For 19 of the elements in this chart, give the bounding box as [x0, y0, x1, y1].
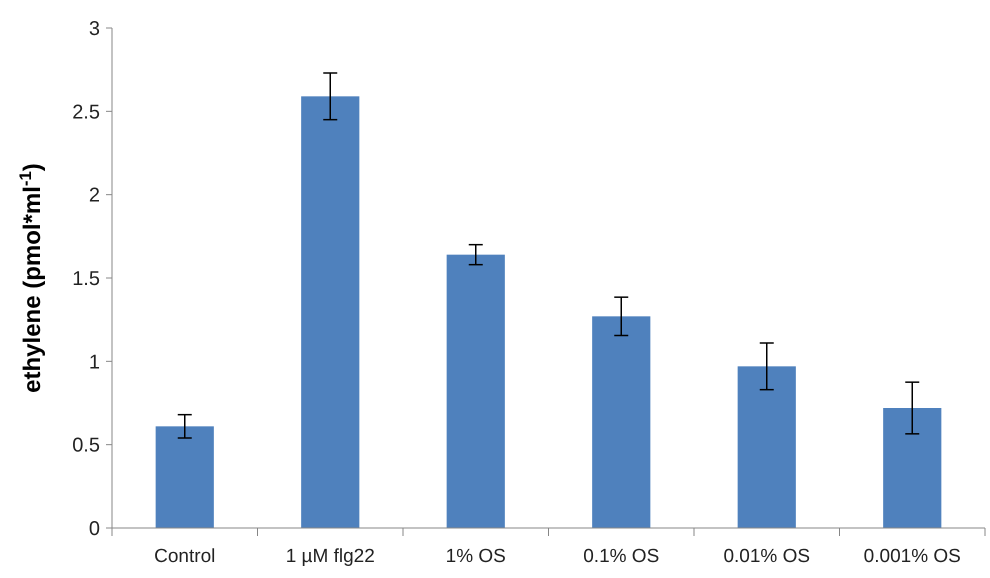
x-tick-label: 0.01% OS	[723, 546, 810, 567]
bar	[446, 254, 505, 528]
y-tick-label: 3	[88, 18, 100, 40]
y-tick-label: 2	[88, 184, 100, 207]
x-tick-label: 0.1% OS	[583, 546, 660, 567]
bar	[883, 408, 942, 528]
y-tick-label: 2.5	[72, 101, 100, 124]
bar	[738, 366, 796, 528]
x-tick-label: 1 µM flg22	[286, 546, 375, 567]
x-tick-label: 0.001% OS	[864, 546, 961, 567]
x-tick-label: 1% OS	[446, 546, 506, 567]
x-tick-label: Control	[154, 546, 216, 567]
y-tick-label: 1.5	[72, 268, 100, 290]
y-tick-label: 1	[88, 351, 100, 374]
bar	[156, 426, 214, 528]
y-tick-label: 0	[88, 518, 100, 540]
bar	[592, 316, 650, 528]
y-tick-label: 0.5	[72, 434, 100, 457]
bar	[301, 96, 360, 528]
